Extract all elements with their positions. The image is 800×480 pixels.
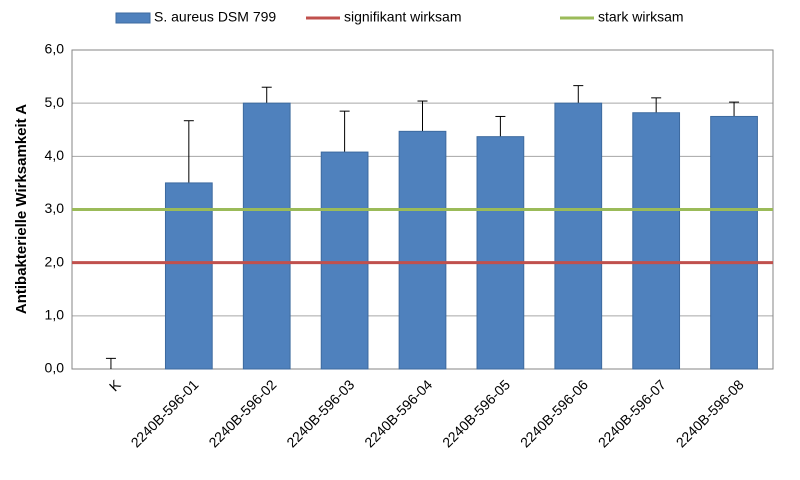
x-tick-label: 2240B-596-07 (595, 376, 669, 450)
y-axis-label: Antibakterielle Wirksamkeit A (13, 104, 30, 314)
x-tick-label: 2240B-596-08 (673, 376, 747, 450)
x-tick-label: 2240B-596-06 (517, 376, 591, 450)
x-tick-label: K (106, 376, 124, 394)
bar (320, 151, 369, 370)
x-tick-label: 2240B-596-03 (283, 376, 357, 450)
bar (242, 102, 291, 370)
y-tick-label: 2,0 (45, 253, 65, 269)
x-tick-label: 2240B-596-05 (439, 376, 513, 450)
bar (164, 182, 213, 370)
legend-label: S. aureus DSM 799 (154, 9, 276, 25)
bar (554, 102, 603, 370)
error-bar (105, 357, 116, 369)
y-tick-label: 3,0 (45, 200, 65, 216)
bar (710, 115, 758, 370)
y-tick-label: 4,0 (45, 147, 65, 163)
y-tick-label: 5,0 (45, 94, 65, 110)
y-tick-label: 0,0 (45, 360, 65, 376)
x-tick-label: 2240B-596-02 (205, 376, 279, 450)
legend-label: signifikant wirksam (344, 9, 461, 25)
legend-label: stark wirksam (598, 9, 684, 25)
bar (476, 136, 525, 370)
y-tick-label: 1,0 (45, 307, 65, 323)
y-tick-label: 6,0 (45, 41, 65, 57)
bar (398, 130, 447, 370)
x-tick-label: 2240B-596-04 (361, 376, 435, 450)
bar (632, 112, 681, 370)
x-tick-label: 2240B-596-01 (128, 376, 202, 450)
legend-swatch (115, 12, 151, 24)
